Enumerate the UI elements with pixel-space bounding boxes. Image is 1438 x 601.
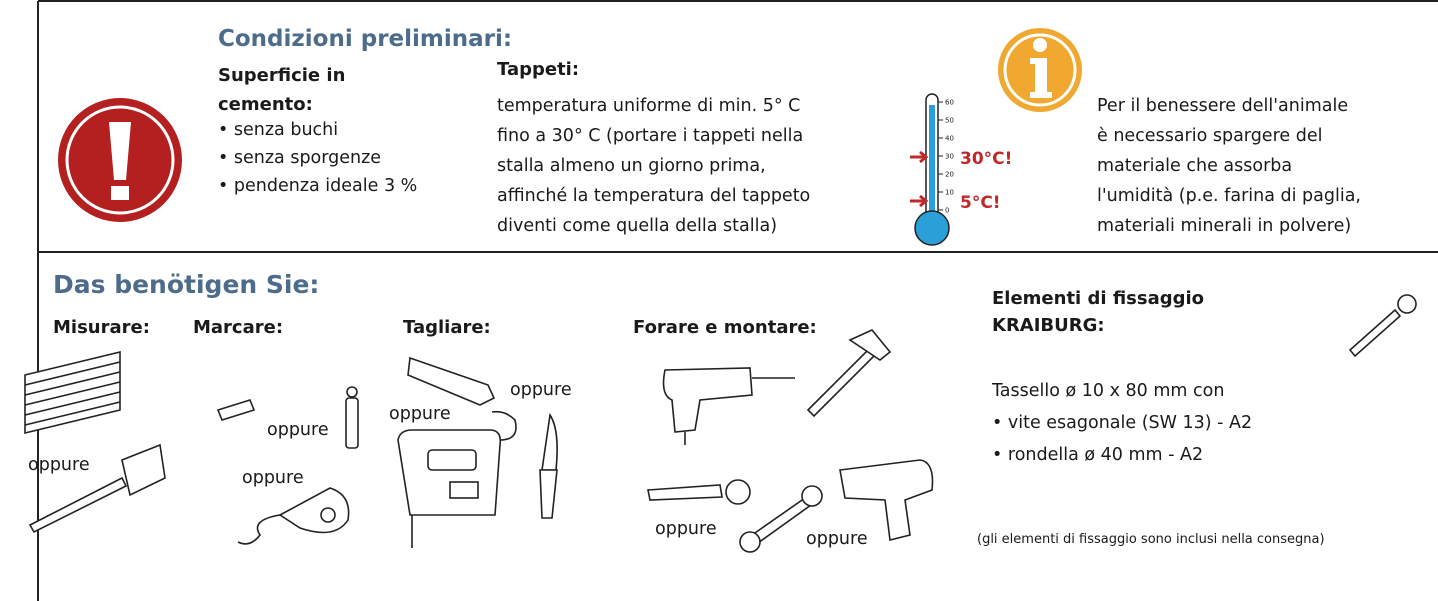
note: (gli elementi di fissaggio sono inclusi … bbox=[977, 532, 1325, 547]
tool-group: Tagliare: bbox=[403, 317, 491, 338]
heading: cemento: bbox=[218, 94, 313, 115]
heading: Elementi di fissaggio bbox=[992, 288, 1204, 309]
tool-group: Forare e montare: bbox=[633, 317, 817, 338]
or-label: oppure bbox=[28, 455, 90, 475]
list-item: Tassello ø 10 x 80 mm con bbox=[991, 381, 1224, 401]
section-title: Das benötigen Sie: bbox=[53, 270, 319, 299]
or-label: oppure bbox=[806, 529, 868, 549]
paragraph-line: materiali minerali in polvere) bbox=[1097, 216, 1351, 236]
scale-label: 20 bbox=[945, 171, 954, 179]
scale-label: 50 bbox=[945, 117, 954, 125]
scale-label: 0 bbox=[945, 207, 949, 215]
page: Condizioni preliminari: Superficie in ce… bbox=[0, 0, 1438, 601]
section-title: Condizioni preliminari: bbox=[218, 26, 512, 52]
or-label: oppure bbox=[510, 380, 572, 400]
paragraph-line: affinché la temperatura del tappeto bbox=[497, 186, 810, 206]
paragraph-line: diventi come quella della stalla) bbox=[497, 216, 777, 236]
heading: Superficie in bbox=[218, 65, 345, 86]
info-icon bbox=[998, 28, 1082, 112]
scale-label: 40 bbox=[945, 135, 954, 143]
paragraph-line: temperatura uniforme di min. 5° C bbox=[497, 96, 800, 116]
scale-label: 30 bbox=[945, 153, 954, 161]
temp-label: 5°C! bbox=[960, 193, 1001, 213]
thermometer bbox=[910, 94, 949, 245]
paragraph-line: materiale che assorba bbox=[1097, 156, 1292, 176]
tool-group: Marcare: bbox=[193, 317, 283, 338]
paragraph-line: Per il benessere dell'animale bbox=[1097, 96, 1348, 116]
list-item: • vite esagonale (SW 13) - A2 bbox=[992, 413, 1252, 433]
list-item: • rondella ø 40 mm - A2 bbox=[992, 445, 1203, 465]
or-label: oppure bbox=[655, 519, 717, 539]
or-label: oppure bbox=[242, 468, 304, 488]
list-item: • pendenza ideale 3 % bbox=[218, 176, 417, 196]
paragraph-line: è necessario spargere del bbox=[1097, 126, 1322, 146]
temp-label: 30°C! bbox=[960, 149, 1012, 169]
tool-group: Misurare: bbox=[53, 317, 150, 338]
scale-label: 60 bbox=[945, 99, 954, 107]
heading: Tappeti: bbox=[497, 59, 579, 80]
scale-label: 10 bbox=[945, 189, 954, 197]
heading: KRAIBURG: bbox=[992, 315, 1105, 336]
paragraph-line: l'umidità (p.e. farina di paglia, bbox=[1097, 186, 1361, 206]
list-item: • senza buchi bbox=[218, 120, 338, 140]
warning-icon bbox=[58, 98, 182, 222]
or-label: oppure bbox=[389, 404, 451, 424]
paragraph-line: fino a 30° C (portare i tappeti nella bbox=[497, 126, 803, 146]
paragraph-line: stalla almeno un giorno prima, bbox=[497, 156, 766, 176]
list-item: • senza sporgenze bbox=[218, 148, 381, 168]
or-label: oppure bbox=[267, 420, 329, 440]
